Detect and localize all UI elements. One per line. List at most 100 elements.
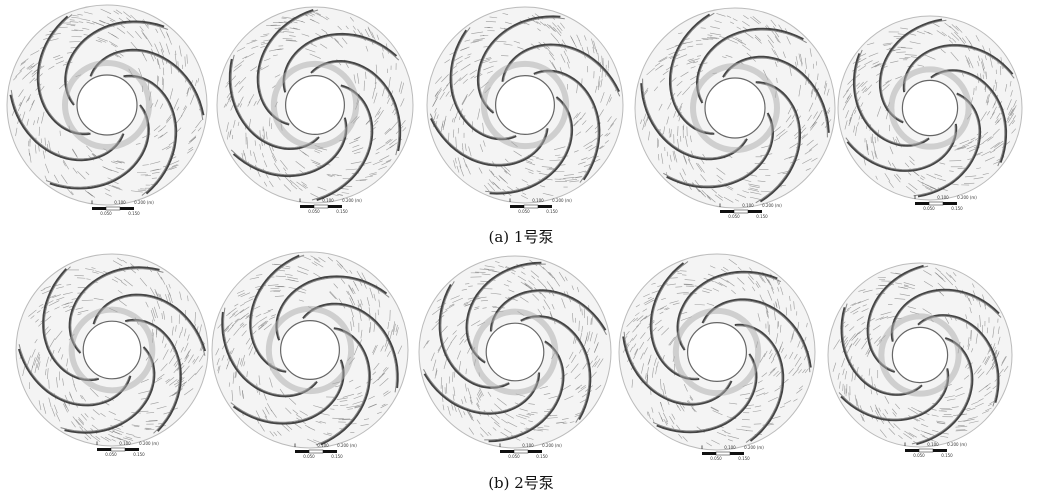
scale-label: 0	[294, 443, 297, 448]
scale-label: 0	[509, 198, 512, 203]
impeller: 0 0.100 0.200 (m) 0.050 0.150	[16, 254, 208, 457]
scale-label: 0.150	[336, 209, 348, 214]
impeller: 0 0.100 0.200 (m) 0.050 0.150	[7, 5, 207, 216]
scale-bar	[323, 450, 337, 453]
scale-label: 0.100	[522, 443, 534, 448]
hub	[892, 327, 947, 382]
scale-label: 0.200 (m)	[139, 441, 159, 446]
scale-label: 0.150	[738, 456, 750, 461]
hub	[486, 323, 544, 381]
scale-bar	[524, 205, 538, 208]
impeller: 0 0.100 0.200 (m) 0.050 0.150	[217, 7, 413, 214]
scale-label: 0.100	[532, 198, 544, 203]
scale-bar	[915, 202, 929, 205]
scale-label: 0.100	[937, 195, 949, 200]
scale-bar	[328, 205, 342, 208]
figure: (a) 1号泵 (b) 2号泵 0 0.100 0.200 (m) 0.050 0.15…	[0, 0, 1043, 496]
hub	[902, 80, 957, 135]
scale-bar	[905, 449, 919, 452]
scale-bar	[514, 450, 528, 453]
scale-bar	[309, 450, 323, 453]
scale-bar	[295, 450, 309, 453]
scale-bar	[748, 210, 762, 213]
scale-label: 0.150	[133, 452, 145, 457]
scale-label: 0.050	[100, 211, 112, 216]
scale-bar	[538, 205, 552, 208]
scale-label: 0.150	[546, 209, 558, 214]
caption: (b) 2号泵	[488, 474, 554, 492]
scale-label: 0.200 (m)	[552, 198, 572, 203]
scale-bar	[314, 205, 328, 208]
scale-bar	[933, 449, 947, 452]
scale-label: 0.150	[756, 214, 768, 219]
hub	[286, 76, 345, 135]
scale-label: 0	[299, 198, 302, 203]
scale-bar	[702, 452, 716, 455]
scale-bar	[720, 210, 734, 213]
scale-label: 0.050	[508, 454, 520, 459]
scale-label: 0.200 (m)	[342, 198, 362, 203]
scale-bar	[510, 205, 524, 208]
scale-bar	[734, 210, 748, 213]
scale-label: 0.100	[119, 441, 131, 446]
scale-label: 0.150	[128, 211, 140, 216]
scale-bar	[500, 450, 514, 453]
scale-label: 0.200 (m)	[337, 443, 357, 448]
scale-label: 0.200 (m)	[542, 443, 562, 448]
scale-label: 0	[914, 195, 917, 200]
scale-bar	[929, 202, 943, 205]
scale-label: 0.050	[308, 209, 320, 214]
scale-bar	[919, 449, 933, 452]
scale-bar	[92, 207, 106, 210]
scale-label: 0.050	[728, 214, 740, 219]
scale-label: 0	[499, 443, 502, 448]
scale-bar	[106, 207, 120, 210]
page: (a) 1号泵 (b) 2号泵 0 0.100 0.200 (m) 0.050 0.15…	[0, 0, 1043, 496]
scale-label: 0.050	[710, 456, 722, 461]
caption: (a) 1号泵	[489, 228, 554, 246]
scale-label: 0.150	[536, 454, 548, 459]
hub	[705, 78, 765, 138]
hub	[77, 75, 137, 135]
scale-label: 0.050	[105, 452, 117, 457]
scale-label: 0.200 (m)	[957, 195, 977, 200]
impeller: 0 0.100 0.200 (m) 0.050 0.150	[427, 7, 623, 214]
scale-label: 0.050	[923, 206, 935, 211]
scale-label: 0.150	[331, 454, 343, 459]
scale-label: 0.050	[518, 209, 530, 214]
hub	[83, 321, 141, 379]
scale-bar	[730, 452, 744, 455]
scale-label: 0.150	[951, 206, 963, 211]
hub	[688, 323, 747, 382]
scale-label: 0	[701, 445, 704, 450]
scale-bar	[125, 448, 139, 451]
impeller: 0 0.100 0.200 (m) 0.050 0.150	[838, 16, 1022, 211]
impeller: 00.1000.200 (m)0.0500.150	[828, 263, 1012, 458]
scale-bar	[716, 452, 730, 455]
impeller: 0 0.100 0.200 (m) 0.050 0.150	[419, 256, 611, 459]
impeller: 0 0.100 0.200 (m) 0.050 0.150	[635, 8, 835, 219]
scale-label: 0.050	[913, 453, 925, 458]
scale-label: 0.100	[114, 200, 126, 205]
scale-label: 0.100	[742, 203, 754, 208]
scale-bar	[120, 207, 134, 210]
scale-label: 0.200 (m)	[744, 445, 764, 450]
scale-label: 0.200 (m)	[134, 200, 154, 205]
scale-label: 0.100	[317, 443, 329, 448]
impeller: 0 0.100 0.200 (m) 0.050 0.150	[619, 254, 815, 461]
scale-label: 0.100	[724, 445, 736, 450]
impeller: 0 0.100 0.200 (m) 0.050 0.150	[212, 252, 408, 459]
scale-label: 0.050	[303, 454, 315, 459]
scale-label: 0	[91, 200, 94, 205]
scale-label: 0.200 (m)	[947, 442, 967, 447]
scale-label: 0	[96, 441, 99, 446]
hub	[496, 76, 555, 135]
scale-label: 0	[719, 203, 722, 208]
scale-label: 0.100	[927, 442, 939, 447]
scale-label: 0.100	[322, 198, 334, 203]
scale-bar	[111, 448, 125, 451]
scale-bar	[528, 450, 542, 453]
hub	[281, 321, 340, 380]
scale-label: 0.200 (m)	[762, 203, 782, 208]
scale-bar	[97, 448, 111, 451]
